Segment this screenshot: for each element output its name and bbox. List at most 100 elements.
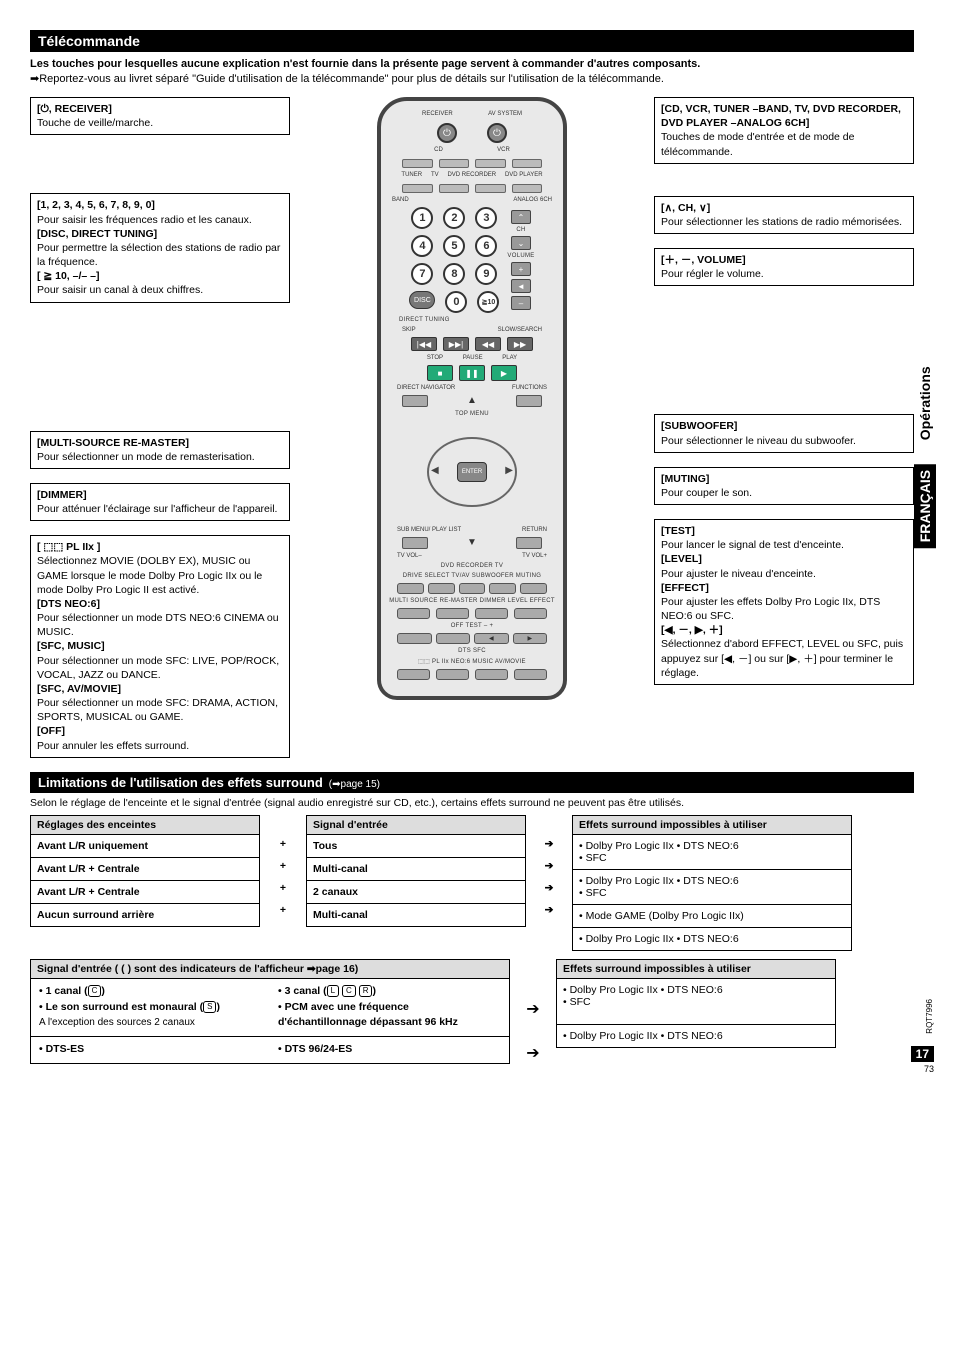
doc-id: RQT7996 <box>925 999 934 1034</box>
callout-volume: [＋, －, VOLUME] Pour régler le volume. <box>654 248 914 286</box>
src-btn <box>512 159 543 168</box>
badge-c: C <box>342 985 356 997</box>
stop-icon: ■ <box>427 365 453 381</box>
body: Pour sélectionner le niveau du subwoofer… <box>661 434 907 448</box>
skip-prev-icon: |◀◀ <box>411 337 437 351</box>
remote-label: TV <box>431 172 439 178</box>
th: Signal d'entrée ( ( ) sont des indicateu… <box>31 960 509 979</box>
t: • PCM avec une fréquence <box>278 1001 409 1013</box>
badge-r: R <box>359 985 373 997</box>
remote-label: PAUSE <box>463 355 483 361</box>
plus-col: + + + + <box>272 815 294 921</box>
td: Avant L/R uniquement <box>31 835 259 858</box>
td: Multi-canal <box>307 904 525 926</box>
td: Tous <box>307 835 525 858</box>
body: Pour sélectionner un mode SFC: LIVE, POP… <box>37 654 283 682</box>
remote-label: CD <box>434 147 443 153</box>
arrow-left-icon: ◀ <box>431 465 439 476</box>
page-footer: RQT7996 17 73 <box>911 1046 934 1074</box>
nav-btn <box>402 395 428 407</box>
hd: [MULTI-SOURCE RE-MASTER] <box>37 436 283 450</box>
callout-subwoofer: [SUBWOOFER] Pour sélectionner le niveau … <box>654 414 914 452</box>
left-callouts: [⏻, RECEIVER] Touche de veille/marche. [… <box>30 97 290 758</box>
vol-up-icon: + <box>511 262 531 276</box>
remote-control: RECEIVER AV SYSTEM ⏻ ⏻ CD VCR TUNER TV D… <box>377 97 567 700</box>
arrow-icon: ➔ <box>538 855 560 877</box>
pill-btn <box>436 608 469 619</box>
remote-label: DIRECT NAVIGATOR <box>397 385 455 391</box>
hd: [SFC, AV/MOVIE] <box>37 682 283 696</box>
remote-label: TUNER <box>401 172 422 178</box>
body: Pour atténuer l'éclairage sur l'afficheu… <box>37 502 283 516</box>
remote-label: DRIVE SELECT TV/AV SUBWOOFER MUTING <box>403 573 542 579</box>
hd: [DTS NEO:6] <box>37 597 283 611</box>
remote-label: VOLUME <box>507 253 534 259</box>
hd: [CD, VCR, TUNER –BAND, TV, DVD RECORDER,… <box>661 102 907 130</box>
effects-col: Effets surround impossibles à utiliser •… <box>572 815 852 951</box>
section-tab: Opérations <box>917 360 933 446</box>
callout-ch: [∧, CH, ∨] Pour sélectionner les station… <box>654 196 914 234</box>
num-7: 7 <box>411 263 433 285</box>
src-btn <box>512 184 543 193</box>
badge-c: C <box>88 985 102 997</box>
pill-btn <box>397 669 430 680</box>
callout-dimmer: [DIMMER] Pour atténuer l'éclairage sur l… <box>30 483 290 521</box>
num-2: 2 <box>443 207 465 229</box>
callout-numbers: [1, 2, 3, 4, 5, 6, 7, 8, 9, 0] Pour sais… <box>30 193 290 302</box>
remote-label: SUB MENU/ PLAY LIST <box>397 527 461 533</box>
arrow-col: ➔ ➔ ➔ ➔ <box>538 815 560 921</box>
submenu-btn <box>402 537 428 549</box>
limitations-note: Selon le réglage de l'enceinte et le sig… <box>30 797 914 809</box>
off-btn <box>397 633 432 644</box>
page-number: 17 <box>911 1046 934 1062</box>
t: • 3 canal ( <box>278 985 327 997</box>
pill-btn <box>520 583 547 594</box>
body: Pour ajuster le niveau d'enceinte. <box>661 567 907 581</box>
remote-label: VCR <box>497 147 510 153</box>
hd: [DIMMER] <box>37 488 283 502</box>
ch-vol-stack: ⌃ CH ⌄ VOLUME + ◄ – <box>507 210 534 310</box>
pill-btn <box>489 583 516 594</box>
body: Pour saisir un canal à deux chiffres. <box>37 283 283 297</box>
hd: [SUBWOOFER] <box>661 419 907 433</box>
hd: [TEST] <box>661 524 907 538</box>
sig-hdr: Signal d'entrée ( ( ) sont des indicateu… <box>37 963 358 975</box>
vol-mid-icon: ◄ <box>511 279 531 293</box>
src-btn <box>475 159 506 168</box>
page-number-2: 73 <box>911 1064 934 1074</box>
remote-label: DVD PLAYER <box>505 172 543 178</box>
remote-label: CH <box>516 227 525 233</box>
plus-btn: ▶ <box>513 633 548 644</box>
remote-label: SLOW/SEARCH <box>498 327 542 333</box>
sig-right: • 3 canal (L C R) • PCM avec une fréquen… <box>270 979 509 1036</box>
vol-down-icon: – <box>511 296 531 310</box>
hd: [ ≧ 10, –/– –] <box>37 269 283 283</box>
td: Aucun surround arrière <box>31 904 259 926</box>
td: Multi-canal <box>307 858 525 881</box>
t: d'échantillonnage dépassant 96 kHz <box>278 1016 458 1028</box>
num-1: 1 <box>411 207 433 229</box>
dpad: ENTER ◀ ▶ <box>417 427 527 517</box>
title-text: Limitations de l'utilisation des effets … <box>38 775 323 790</box>
callout-multisource: [MULTI-SOURCE RE-MASTER] Pour sélectionn… <box>30 431 290 469</box>
remote-label: DVD RECORDER <box>447 172 496 178</box>
speaker-col: Réglages des enceintes Avant L/R uniquem… <box>30 815 260 927</box>
remote-label: DIRECT TUNING <box>399 317 450 323</box>
th: Effets surround impossibles à utiliser <box>573 816 851 835</box>
callout-inputs: [CD, VCR, TUNER –BAND, TV, DVD RECORDER,… <box>654 97 914 164</box>
remote-label: TV VOL+ <box>522 553 547 559</box>
num-3: 3 <box>475 207 497 229</box>
td: 2 canaux <box>307 881 525 904</box>
arrow-icon: ➔ <box>538 833 560 855</box>
num-6: 6 <box>475 235 497 257</box>
t: • 1 canal ( <box>39 985 88 997</box>
ch-up-icon: ⌃ <box>511 210 531 224</box>
body: Pour ajuster les effets Dolby Pro Logic … <box>661 595 907 623</box>
body: Sélectionnez d'abord EFFECT, LEVEL ou SF… <box>661 637 907 680</box>
remote-label: ⬚⬚ PL IIx NEO:6 MUSIC AV/MOVIE <box>418 658 526 665</box>
power-icon: ⏻ <box>487 123 507 143</box>
t: • DTS 96/24-ES <box>278 1043 352 1055</box>
remote-label: OFF TEST – + <box>451 623 494 629</box>
remote-label: TOP MENU <box>455 411 489 417</box>
source-buttons <box>402 159 542 168</box>
